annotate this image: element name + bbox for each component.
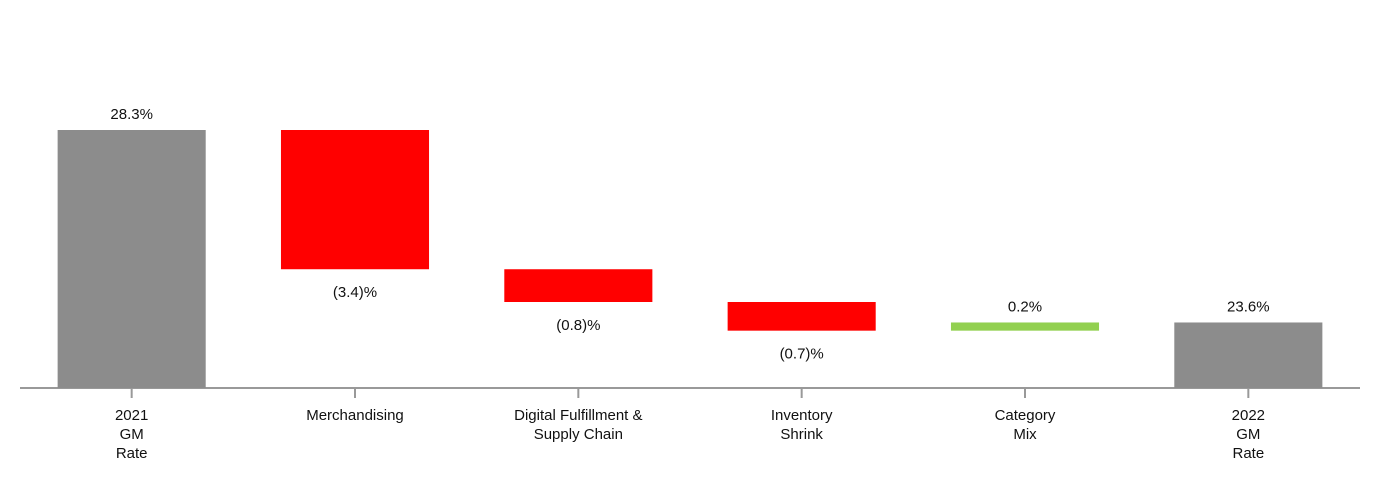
x-tick-label: Merchandising	[306, 407, 404, 424]
x-tick-label-line: Merchandising	[306, 407, 404, 424]
x-tick-label-line: Inventory	[771, 407, 833, 424]
bar	[950, 322, 1100, 331]
x-tick-label: Digital Fulfillment & Supply Chain	[514, 407, 642, 443]
bar	[504, 269, 653, 302]
bar	[280, 130, 430, 270]
x-tick-label-line: Rate	[116, 445, 148, 462]
x-tick-label-line: GM	[120, 426, 144, 443]
x-tick-label: 2021 GM Rate	[115, 407, 148, 462]
value-label: 28.3%	[110, 106, 153, 123]
x-tick-label-line: Shrink	[780, 426, 823, 443]
bar	[1174, 322, 1323, 388]
x-tick-label: Inventory Shrink	[771, 407, 833, 443]
x-tick-label-line: 2021	[115, 407, 148, 424]
value-label: 0.2%	[1008, 298, 1042, 315]
value-label: (3.4)%	[333, 284, 377, 301]
x-tick-label-line: 2022	[1232, 407, 1265, 424]
x-tick-label-line: Mix	[1013, 426, 1037, 443]
value-label: (0.7)%	[780, 346, 824, 363]
x-tick-label: Category Mix	[995, 407, 1056, 443]
value-label: (0.8)%	[556, 317, 600, 334]
x-tick-label-line: Digital Fulfillment &	[514, 407, 642, 424]
x-tick-label-line: Category	[995, 407, 1056, 424]
bar	[57, 130, 206, 388]
value-label: 23.6%	[1227, 298, 1270, 315]
x-tick-label-line: Rate	[1232, 445, 1264, 462]
x-tick-label-line: Supply Chain	[534, 426, 623, 443]
x-tick-label: 2022 GM Rate	[1232, 407, 1265, 462]
x-tick-label-line: GM	[1236, 426, 1260, 443]
bar	[727, 302, 876, 331]
